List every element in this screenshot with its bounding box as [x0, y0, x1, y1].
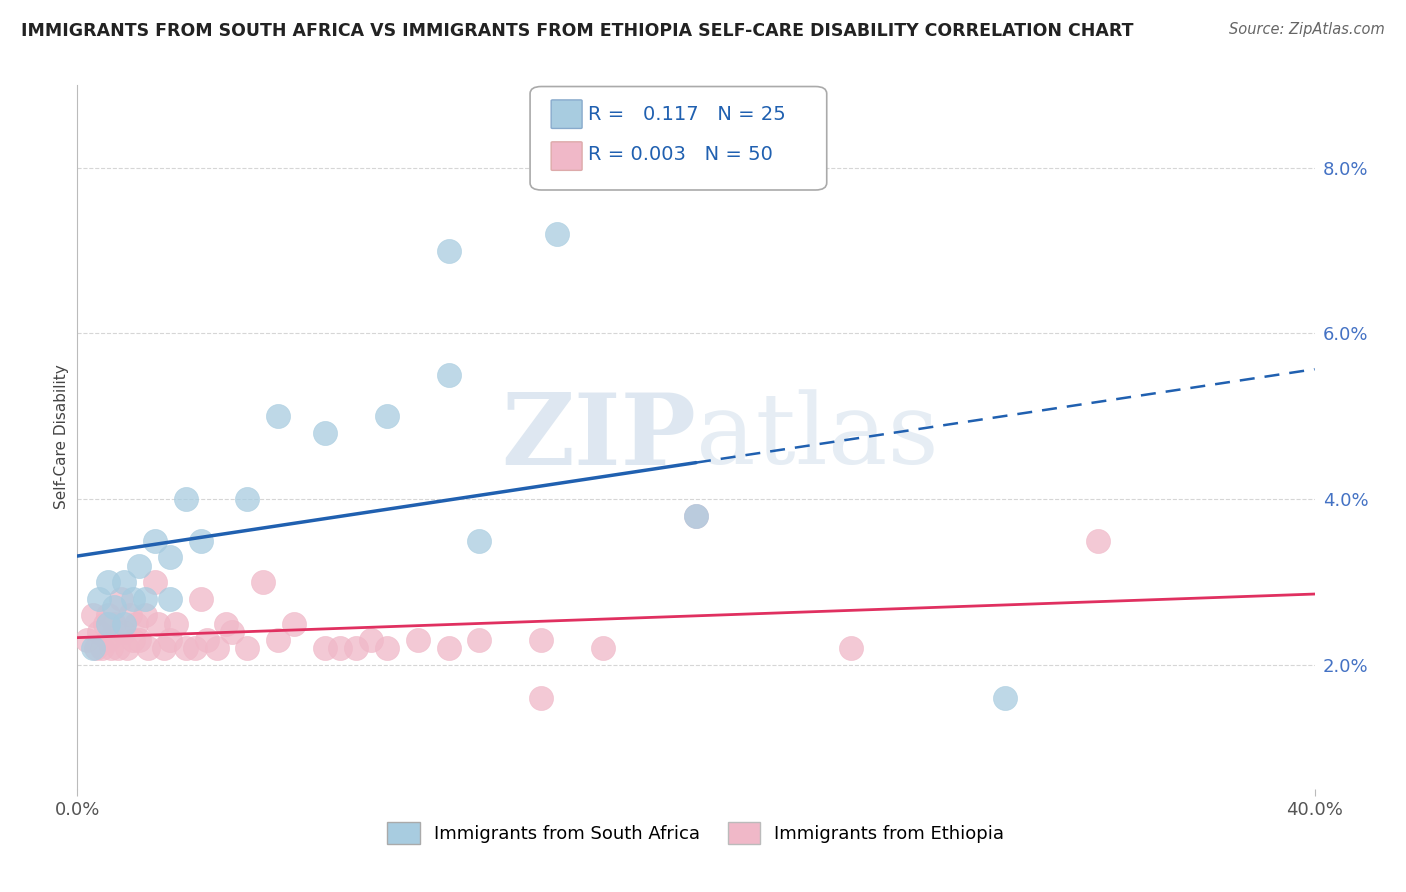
Point [190, 533, 212, 548]
Point [685, 508, 707, 523]
Point [91, 641, 114, 656]
Point [190, 591, 212, 606]
Point [128, 558, 150, 573]
Point [195, 633, 218, 648]
Point [159, 550, 181, 565]
Point [215, 616, 238, 631]
Point [110, 591, 132, 606]
Point [128, 633, 150, 648]
Point [236, 492, 259, 507]
Point [375, 641, 398, 656]
Point [592, 641, 614, 656]
Text: atlas: atlas [696, 389, 939, 485]
Point [87, 591, 110, 606]
Point [267, 633, 290, 648]
Point [994, 691, 1017, 706]
Point [252, 575, 274, 590]
Y-axis label: Self-Care Disability: Self-Care Disability [53, 365, 69, 509]
Point [134, 608, 156, 623]
Point [468, 533, 491, 548]
Point [406, 633, 429, 648]
Point [159, 633, 181, 648]
Point [344, 641, 367, 656]
Point [97, 608, 120, 623]
Point [103, 616, 125, 631]
Point [153, 641, 176, 656]
Text: R =   0.117   N = 25: R = 0.117 N = 25 [588, 104, 786, 124]
Point [122, 633, 145, 648]
Point [97, 633, 120, 648]
Point [84, 641, 107, 656]
Point [112, 616, 135, 631]
Point [100, 641, 122, 656]
Point [437, 368, 460, 382]
Point [97, 575, 120, 590]
Point [205, 641, 228, 656]
Point [112, 575, 135, 590]
Text: IMMIGRANTS FROM SOUTH AFRICA VS IMMIGRANTS FROM ETHIOPIA SELF-CARE DISABILITY CO: IMMIGRANTS FROM SOUTH AFRICA VS IMMIGRAN… [21, 22, 1133, 40]
Point [1087, 533, 1109, 548]
Point [437, 244, 460, 258]
Point [115, 641, 138, 656]
Point [82, 641, 104, 656]
Point [314, 425, 336, 440]
Legend: Immigrants from South Africa, Immigrants from Ethiopia: Immigrants from South Africa, Immigrants… [380, 814, 1012, 851]
Point [138, 641, 160, 656]
Point [94, 616, 117, 631]
Point [530, 633, 553, 648]
Text: R = 0.003   N = 50: R = 0.003 N = 50 [588, 145, 772, 164]
Point [134, 591, 156, 606]
Point [76, 633, 98, 648]
Point [184, 641, 207, 656]
Point [125, 616, 148, 631]
Point [82, 608, 104, 623]
Point [375, 409, 398, 424]
Point [103, 600, 125, 615]
Point [839, 641, 862, 656]
Point [283, 616, 305, 631]
Point [112, 624, 135, 639]
Point [221, 624, 243, 639]
Point [267, 409, 290, 424]
Point [236, 641, 259, 656]
Point [165, 616, 187, 631]
Point [360, 633, 382, 648]
Point [97, 616, 120, 631]
Point [314, 641, 336, 656]
Point [122, 591, 145, 606]
Point [468, 633, 491, 648]
Point [143, 575, 166, 590]
Point [143, 533, 166, 548]
Point [685, 508, 707, 523]
Point [107, 641, 129, 656]
Point [546, 227, 568, 241]
Point [329, 641, 352, 656]
Text: Source: ZipAtlas.com: Source: ZipAtlas.com [1229, 22, 1385, 37]
Point [174, 641, 197, 656]
Point [146, 616, 169, 631]
Point [174, 492, 197, 507]
Point [87, 624, 110, 639]
Point [530, 691, 553, 706]
Point [118, 608, 141, 623]
Point [159, 591, 181, 606]
Text: ZIP: ZIP [501, 389, 696, 485]
Point [437, 641, 460, 656]
